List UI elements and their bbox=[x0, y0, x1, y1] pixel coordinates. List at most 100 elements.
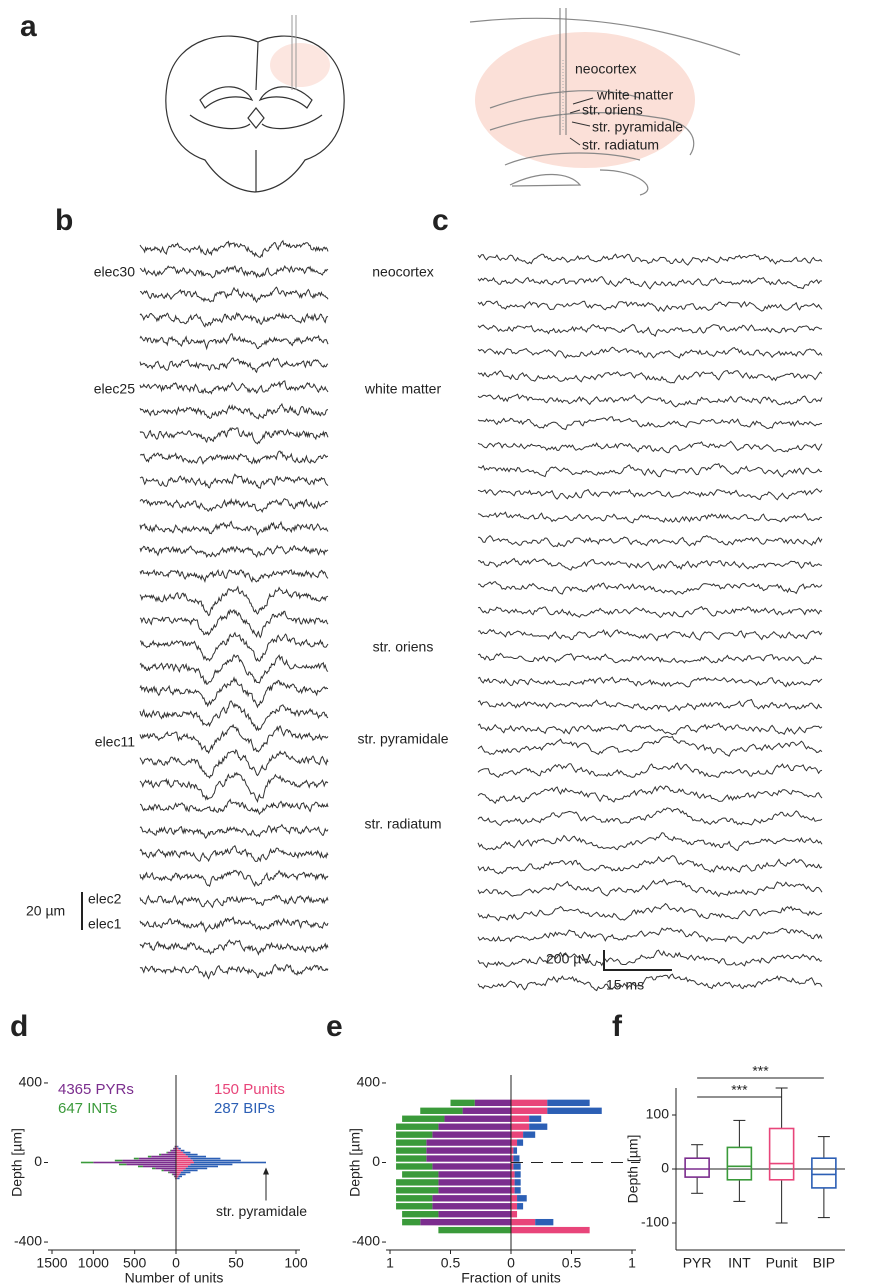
bar bbox=[529, 1115, 542, 1122]
bar bbox=[513, 1163, 521, 1170]
bar bbox=[514, 1179, 521, 1186]
trace bbox=[139, 568, 329, 583]
bar bbox=[511, 1115, 530, 1122]
bar bbox=[513, 1155, 520, 1162]
bar bbox=[176, 1159, 193, 1162]
trace bbox=[477, 606, 823, 619]
bar bbox=[438, 1123, 511, 1130]
y-tick-label: 0 bbox=[34, 1153, 42, 1169]
bar bbox=[176, 1149, 181, 1152]
trace bbox=[477, 580, 823, 596]
scale-label: 200 µV bbox=[546, 951, 591, 967]
zoom-schematic: neocortex white matter str. oriens str. … bbox=[469, 8, 741, 196]
bar bbox=[426, 1147, 511, 1154]
schematic-label: str. pyramidale bbox=[592, 119, 683, 135]
trace bbox=[139, 939, 329, 956]
bar bbox=[517, 1195, 527, 1202]
bar bbox=[188, 1155, 206, 1158]
y-tick-label: -400 bbox=[14, 1233, 42, 1249]
region-label: white matter bbox=[364, 381, 442, 397]
bar bbox=[176, 1169, 184, 1172]
x-tick-label: 500 bbox=[123, 1255, 147, 1271]
x-tick-label: 1 bbox=[386, 1255, 394, 1271]
bar bbox=[402, 1115, 445, 1122]
trace bbox=[477, 949, 823, 969]
bar bbox=[177, 1177, 180, 1180]
x-tick-label: INT bbox=[728, 1255, 751, 1271]
bar bbox=[396, 1147, 427, 1154]
bar bbox=[511, 1147, 514, 1154]
bar bbox=[420, 1107, 463, 1114]
bar bbox=[511, 1123, 530, 1130]
x-tick-label: PYR bbox=[683, 1255, 712, 1271]
trace bbox=[477, 807, 823, 827]
x-tick-label: 0 bbox=[172, 1255, 180, 1271]
schematic-label: white matter bbox=[596, 87, 674, 103]
bar bbox=[190, 1157, 221, 1160]
bar bbox=[142, 1165, 176, 1168]
trace bbox=[477, 440, 823, 454]
trace bbox=[477, 832, 823, 852]
bar bbox=[396, 1187, 439, 1194]
trace bbox=[139, 771, 329, 803]
electrode-label: elec25 bbox=[94, 381, 135, 397]
y-tick-label: -100 bbox=[641, 1214, 669, 1230]
bar bbox=[176, 1161, 194, 1164]
trace bbox=[478, 557, 823, 571]
bar bbox=[163, 1169, 176, 1172]
trace bbox=[139, 823, 329, 840]
bar bbox=[176, 1165, 188, 1168]
region-label: str. pyramidale bbox=[357, 731, 448, 747]
trace bbox=[139, 585, 329, 617]
bar bbox=[426, 1139, 511, 1146]
trace bbox=[477, 323, 823, 337]
x-tick-label: BIP bbox=[813, 1255, 836, 1271]
trace bbox=[477, 628, 823, 642]
bar bbox=[137, 1165, 143, 1168]
bar bbox=[159, 1153, 162, 1156]
bar bbox=[169, 1171, 176, 1174]
box bbox=[684, 1157, 710, 1178]
panel-label: e bbox=[326, 1010, 343, 1043]
trace bbox=[477, 416, 823, 431]
trace bbox=[139, 869, 329, 888]
trace bbox=[477, 488, 823, 501]
bar bbox=[511, 1218, 536, 1226]
bar bbox=[176, 1155, 188, 1158]
panel-label: c bbox=[432, 204, 449, 237]
bar bbox=[176, 1151, 184, 1154]
bar bbox=[438, 1187, 511, 1194]
bar bbox=[523, 1131, 536, 1138]
trace bbox=[477, 735, 823, 757]
y-tick-label: 400 bbox=[357, 1074, 381, 1090]
trace bbox=[139, 520, 329, 537]
trace bbox=[477, 762, 823, 778]
trace bbox=[139, 916, 329, 933]
bar bbox=[176, 1153, 186, 1156]
trace bbox=[477, 973, 823, 992]
bar bbox=[396, 1131, 433, 1138]
bar bbox=[147, 1155, 152, 1158]
electrode-label: elec1 bbox=[88, 916, 122, 932]
y-axis-label: Depth [µm] bbox=[625, 1135, 641, 1204]
bar bbox=[432, 1163, 511, 1170]
y-axis-label: Depth [µm] bbox=[347, 1128, 363, 1197]
bar bbox=[155, 1167, 176, 1170]
electrode-label: elec11 bbox=[95, 734, 135, 750]
trace bbox=[139, 473, 329, 490]
bar bbox=[161, 1169, 164, 1172]
bar bbox=[167, 1151, 176, 1154]
bar bbox=[176, 1157, 191, 1160]
trace bbox=[139, 544, 329, 559]
bar bbox=[396, 1123, 439, 1130]
trace bbox=[139, 311, 329, 328]
bar bbox=[183, 1151, 191, 1154]
trace bbox=[139, 963, 329, 980]
bar bbox=[432, 1131, 511, 1138]
trace bbox=[139, 676, 329, 709]
bar bbox=[174, 1175, 176, 1178]
trace bbox=[477, 463, 823, 478]
bar bbox=[176, 1145, 178, 1148]
schematic-label: str. radiatum bbox=[582, 137, 659, 153]
x-axis-label: Fraction of units bbox=[461, 1270, 561, 1285]
